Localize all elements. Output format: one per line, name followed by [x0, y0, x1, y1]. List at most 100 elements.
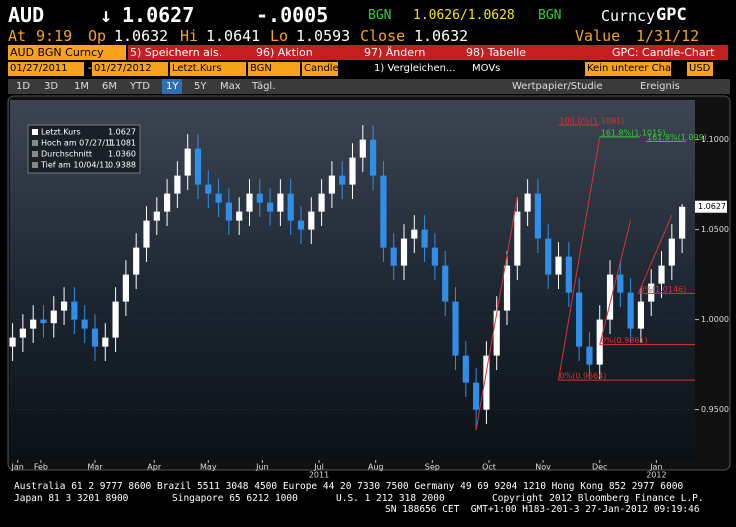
candle-body	[339, 175, 346, 185]
candle-body	[400, 238, 408, 266]
period-button[interactable]: 1Y	[162, 79, 183, 94]
candle-body	[390, 247, 397, 266]
study-button[interactable]: Wertpapier/Studie	[512, 81, 603, 92]
candle-body	[421, 229, 428, 248]
menu-item[interactable]: 5) Speichern als.	[130, 46, 223, 59]
quote-field: At	[8, 27, 27, 45]
y-tick-label: 1.0000	[701, 315, 729, 324]
x-tick-label: Jan	[11, 463, 24, 472]
candle-body	[606, 274, 614, 320]
candle-body	[50, 310, 57, 324]
candle-body	[442, 265, 449, 302]
candle-body	[359, 139, 366, 158]
legend-swatch	[32, 140, 38, 146]
function-name: GPC: Candle-Chart	[612, 46, 715, 59]
setting-end[interactable]: 01/27/2012	[92, 62, 168, 76]
x-tick-label: Apr	[147, 463, 162, 472]
arrow: ↓	[100, 3, 113, 27]
x-tick-label: Mar	[87, 463, 103, 472]
legend-value: 1.0627	[108, 128, 136, 137]
change: -.0005	[256, 3, 329, 27]
legend-value: 0.9388	[108, 161, 136, 170]
period-button[interactable]: 5Y	[194, 81, 207, 92]
candle-body	[545, 238, 552, 275]
year-label: 2011	[309, 471, 329, 480]
candle-body	[596, 319, 603, 365]
candle-body	[71, 301, 78, 320]
candle-body	[493, 310, 500, 356]
candle-body	[627, 292, 634, 329]
candle-body	[308, 211, 315, 230]
legend-label: Hoch am 07/27/11	[41, 139, 115, 148]
period-button[interactable]: 6M	[102, 81, 117, 92]
event-button[interactable]: Ereignis	[640, 81, 680, 92]
candle-body	[184, 148, 191, 176]
x-tick-label: Feb	[34, 463, 48, 472]
x-tick-label: Oct	[482, 463, 496, 472]
candle-body	[576, 292, 583, 347]
frequency[interactable]: Tägl.	[252, 81, 276, 92]
quote-field: 1.0632	[114, 27, 169, 45]
period-button[interactable]: 1D	[16, 81, 31, 92]
legend-label: Durchschnitt	[41, 150, 92, 159]
menu-item[interactable]: 96) Aktion	[256, 46, 313, 59]
candle-body	[431, 247, 438, 266]
candle-body	[30, 319, 37, 329]
candle-body	[534, 193, 542, 239]
period-button[interactable]: 3D	[44, 81, 59, 92]
period-button[interactable]: 1M	[74, 81, 89, 92]
menu-item[interactable]: 97) Ändern	[364, 46, 426, 59]
toolbar	[8, 79, 730, 94]
x-tick-label: Dec	[592, 463, 607, 472]
candle-body	[163, 193, 171, 212]
candle-body	[349, 157, 356, 185]
setting-source[interactable]: BGN	[248, 62, 300, 76]
candle-body	[380, 175, 387, 248]
setting-style[interactable]: Candle	[302, 62, 338, 76]
setting-compare[interactable]: 1) Vergleichen...	[372, 62, 464, 76]
legend-label: Tief am 10/04/11	[40, 161, 109, 170]
x-tick-label: Jul	[313, 463, 324, 472]
candle-body	[617, 274, 624, 293]
candle-body	[679, 206, 686, 239]
candle-body	[287, 193, 294, 221]
footer-text: Copyright 2012 Bloomberg Finance L.P.	[492, 493, 704, 504]
setting-currency[interactable]: USD	[687, 62, 713, 76]
setting-movs[interactable]: MOVs	[470, 62, 500, 76]
ticker: AUD	[8, 3, 45, 27]
menu-item[interactable]: 98) Tabelle	[466, 46, 527, 59]
candle-body	[483, 355, 490, 410]
candle-body	[81, 319, 88, 329]
security-input[interactable]: AUD BGN Curncy	[8, 45, 126, 60]
footer-text: U.S. 1 212 318 2000	[336, 493, 445, 504]
candle-body	[102, 337, 109, 347]
period-button[interactable]: YTD	[130, 81, 150, 92]
candle-body	[60, 301, 68, 311]
legend-swatch	[32, 151, 38, 157]
candle-body	[205, 184, 212, 194]
legend-value: 1.0360	[108, 150, 136, 159]
legend-swatch	[32, 129, 38, 135]
level-label: 0%(0.9664)	[560, 372, 607, 381]
x-tick-label: Aug	[368, 463, 384, 472]
candle-body	[112, 301, 119, 338]
candle-body	[174, 175, 181, 194]
quote-field: 1.0641	[206, 27, 261, 45]
setting-lower[interactable]: Kein unterer Cha	[585, 62, 671, 76]
candle-body	[555, 256, 562, 275]
setting-field[interactable]: Letzt.Kurs	[170, 62, 246, 76]
legend-box	[27, 124, 141, 174]
period-button[interactable]: Max	[220, 81, 241, 92]
candle-body	[40, 319, 47, 324]
trend-line	[558, 136, 601, 381]
footer-line: Australia 61 2 9777 8600 Brazil 5511 304…	[14, 481, 684, 492]
quote-field: 9:19	[36, 27, 73, 45]
candle-body	[473, 382, 480, 410]
menu-bar	[128, 45, 728, 60]
candle-body	[194, 148, 202, 185]
setting-start[interactable]: 01/27/2011	[8, 62, 84, 76]
target-label: 100.0%(1.1081)	[560, 117, 625, 126]
candle-body	[503, 265, 511, 311]
candle-body	[514, 211, 521, 266]
x-tick-label: Nov	[535, 463, 551, 472]
